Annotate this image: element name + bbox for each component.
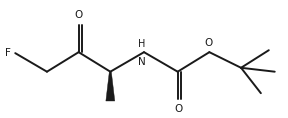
Text: O: O [175, 104, 183, 114]
Text: O: O [204, 38, 213, 48]
Text: N: N [138, 57, 146, 67]
Text: F: F [5, 48, 11, 58]
Polygon shape [106, 72, 115, 101]
Text: H: H [138, 39, 146, 49]
Text: O: O [75, 10, 83, 20]
